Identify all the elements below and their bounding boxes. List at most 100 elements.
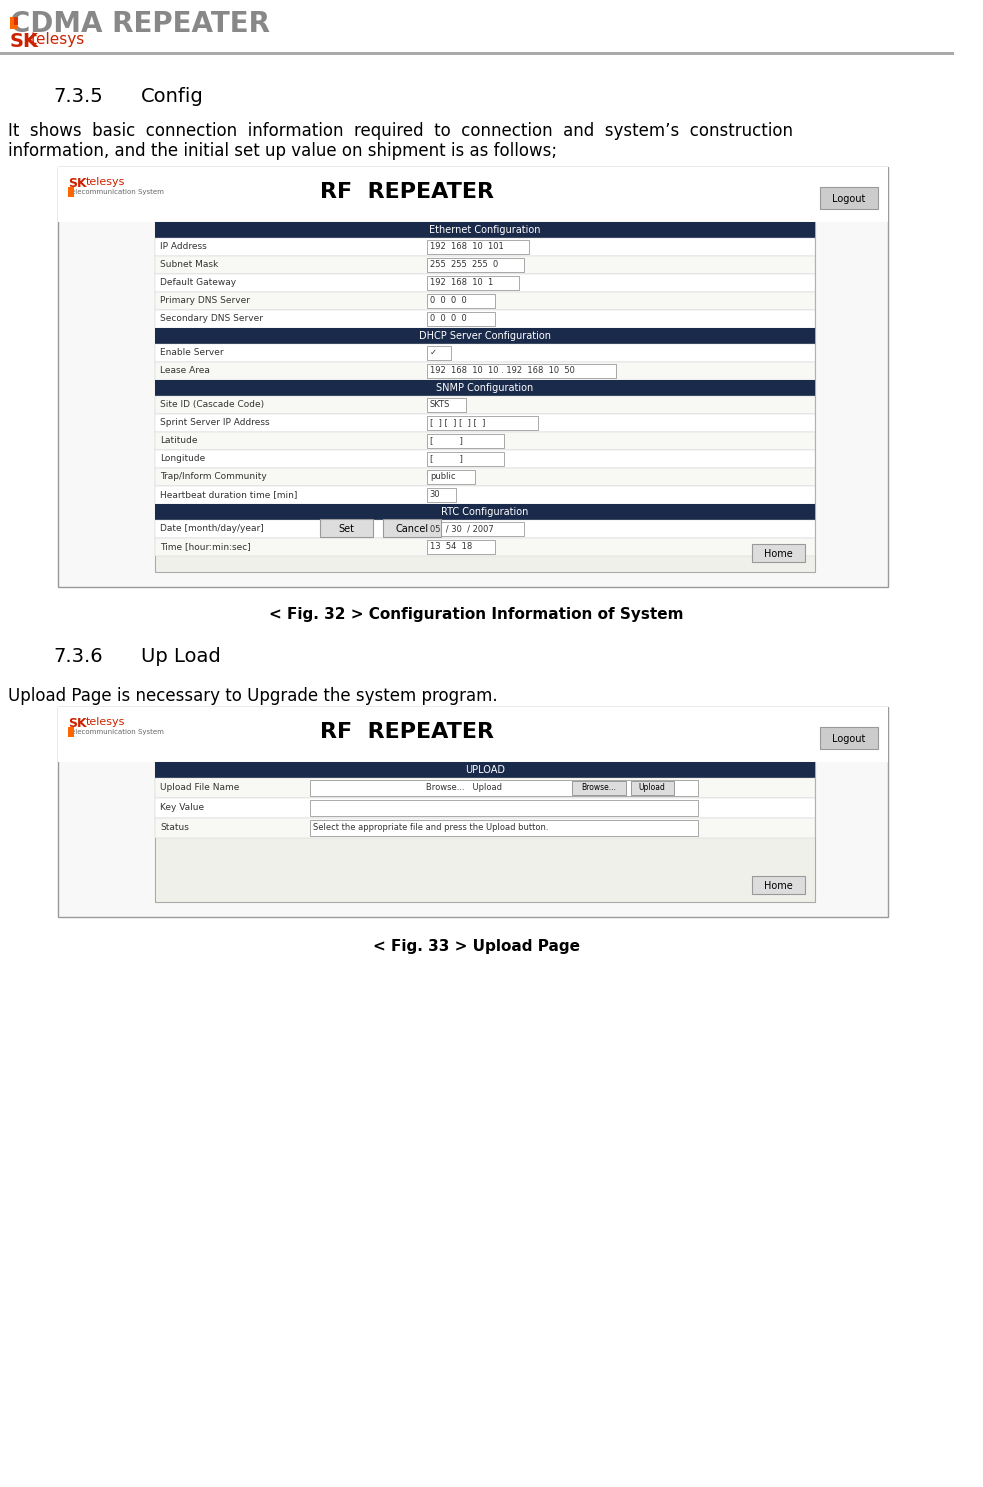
Text: Sprint Server IP Address: Sprint Server IP Address <box>160 418 269 427</box>
Text: Status: Status <box>160 822 189 833</box>
Text: Subnet Mask: Subnet Mask <box>160 260 218 269</box>
Bar <box>155 222 815 238</box>
Text: 7.3.5: 7.3.5 <box>53 88 103 106</box>
Bar <box>155 799 815 818</box>
Text: SNMP Configuration: SNMP Configuration <box>436 384 534 393</box>
Text: < Fig. 33 > Upload Page: < Fig. 33 > Upload Page <box>373 938 580 955</box>
Bar <box>68 727 74 738</box>
Text: 0  0  0  0: 0 0 0 0 <box>430 296 467 305</box>
Bar <box>155 309 815 329</box>
Bar <box>155 291 815 309</box>
Text: 13  54  18: 13 54 18 <box>430 541 472 552</box>
Bar <box>0 52 954 55</box>
Text: Upload: Upload <box>639 784 665 793</box>
Text: Date [month/day/year]: Date [month/day/year] <box>160 523 263 532</box>
Bar <box>14 16 19 25</box>
Bar <box>155 761 815 778</box>
Text: information, and the initial set up value on shipment is as follows;: information, and the initial set up valu… <box>8 141 557 161</box>
Text: Key Value: Key Value <box>160 803 204 812</box>
Text: 0  0  0  0: 0 0 0 0 <box>430 314 467 323</box>
Text: 255  255  255  0: 255 255 255 0 <box>430 260 498 269</box>
Text: Home: Home <box>764 549 792 559</box>
Bar <box>58 706 888 917</box>
Text: Default Gateway: Default Gateway <box>160 278 236 287</box>
Bar <box>311 781 699 796</box>
Bar <box>155 433 815 451</box>
Text: [          ]: [ ] <box>430 454 463 462</box>
Text: DHCP Server Configuration: DHCP Server Configuration <box>419 332 551 341</box>
Text: Config: Config <box>141 88 203 106</box>
Text: SK: SK <box>68 177 87 190</box>
Bar <box>311 819 699 836</box>
Text: RF  REPEATER: RF REPEATER <box>320 723 494 742</box>
Text: [          ]: [ ] <box>430 436 463 445</box>
Text: telesys: telesys <box>86 717 125 727</box>
Bar <box>155 504 815 520</box>
Text: [  ] [  ] [  ] [  ]: [ ] [ ] [ ] [ ] <box>430 418 486 427</box>
Bar <box>155 413 815 433</box>
Bar <box>427 277 519 290</box>
Bar <box>752 876 805 894</box>
Bar <box>630 781 674 796</box>
Bar <box>10 16 18 30</box>
Bar <box>427 452 504 465</box>
Text: SKTS: SKTS <box>430 400 450 409</box>
Text: Upload Page is necessary to Upgrade the system program.: Upload Page is necessary to Upgrade the … <box>8 687 497 705</box>
Text: IP Address: IP Address <box>160 242 206 251</box>
Bar <box>427 434 504 448</box>
Text: 192  168  10  1: 192 168 10 1 <box>430 278 493 287</box>
Text: UPLOAD: UPLOAD <box>465 764 505 775</box>
Text: 30: 30 <box>430 491 440 500</box>
Bar <box>320 519 374 537</box>
Text: Time [hour:min:sec]: Time [hour:min:sec] <box>160 541 251 552</box>
Text: 192  168  10  101: 192 168 10 101 <box>430 242 503 251</box>
Bar <box>155 538 815 556</box>
Bar <box>427 522 524 535</box>
Text: Upload File Name: Upload File Name <box>160 784 240 793</box>
Text: Telecommunication System: Telecommunication System <box>68 729 164 735</box>
Bar <box>155 520 815 538</box>
Text: Ethernet Configuration: Ethernet Configuration <box>430 225 541 235</box>
Bar <box>155 343 815 361</box>
Text: Browse...: Browse... <box>581 784 616 793</box>
Text: CDMA REPEATER: CDMA REPEATER <box>10 10 269 39</box>
Text: RF  REPEATER: RF REPEATER <box>320 181 494 202</box>
Text: Logout: Logout <box>833 735 866 744</box>
Text: Trap/Inform Community: Trap/Inform Community <box>160 471 266 480</box>
Bar <box>427 399 466 412</box>
Bar <box>427 488 456 503</box>
Text: Site ID (Cascade Code): Site ID (Cascade Code) <box>160 400 264 409</box>
Bar <box>155 222 815 572</box>
Bar <box>155 329 815 343</box>
Text: telesys: telesys <box>86 177 125 187</box>
Bar <box>155 486 815 504</box>
Bar <box>155 761 815 903</box>
Bar <box>58 706 888 761</box>
Text: ✓: ✓ <box>430 348 436 357</box>
Text: Browse...   Upload: Browse... Upload <box>314 784 502 793</box>
Text: public: public <box>430 471 455 480</box>
Bar <box>820 727 878 749</box>
Bar <box>155 396 815 413</box>
Bar <box>58 167 888 587</box>
Bar <box>427 416 539 430</box>
Bar <box>572 781 626 796</box>
Bar <box>427 312 494 326</box>
Text: Latitude: Latitude <box>160 436 198 445</box>
Bar <box>155 361 815 381</box>
Bar <box>820 187 878 210</box>
Bar <box>58 167 888 222</box>
Bar <box>155 778 815 799</box>
Text: 7.3.6: 7.3.6 <box>53 647 103 666</box>
Text: Telecommunication System: Telecommunication System <box>68 189 164 195</box>
Text: 05  / 30  / 2007: 05 / 30 / 2007 <box>430 523 493 532</box>
Text: Heartbeat duration time [min]: Heartbeat duration time [min] <box>160 491 298 500</box>
Text: telesys: telesys <box>31 33 86 48</box>
Text: SK: SK <box>68 717 87 730</box>
Bar <box>427 294 494 308</box>
Bar <box>68 187 74 196</box>
Text: Secondary DNS Server: Secondary DNS Server <box>160 314 263 323</box>
Bar <box>155 451 815 468</box>
Bar <box>383 519 441 537</box>
Bar <box>427 259 524 272</box>
